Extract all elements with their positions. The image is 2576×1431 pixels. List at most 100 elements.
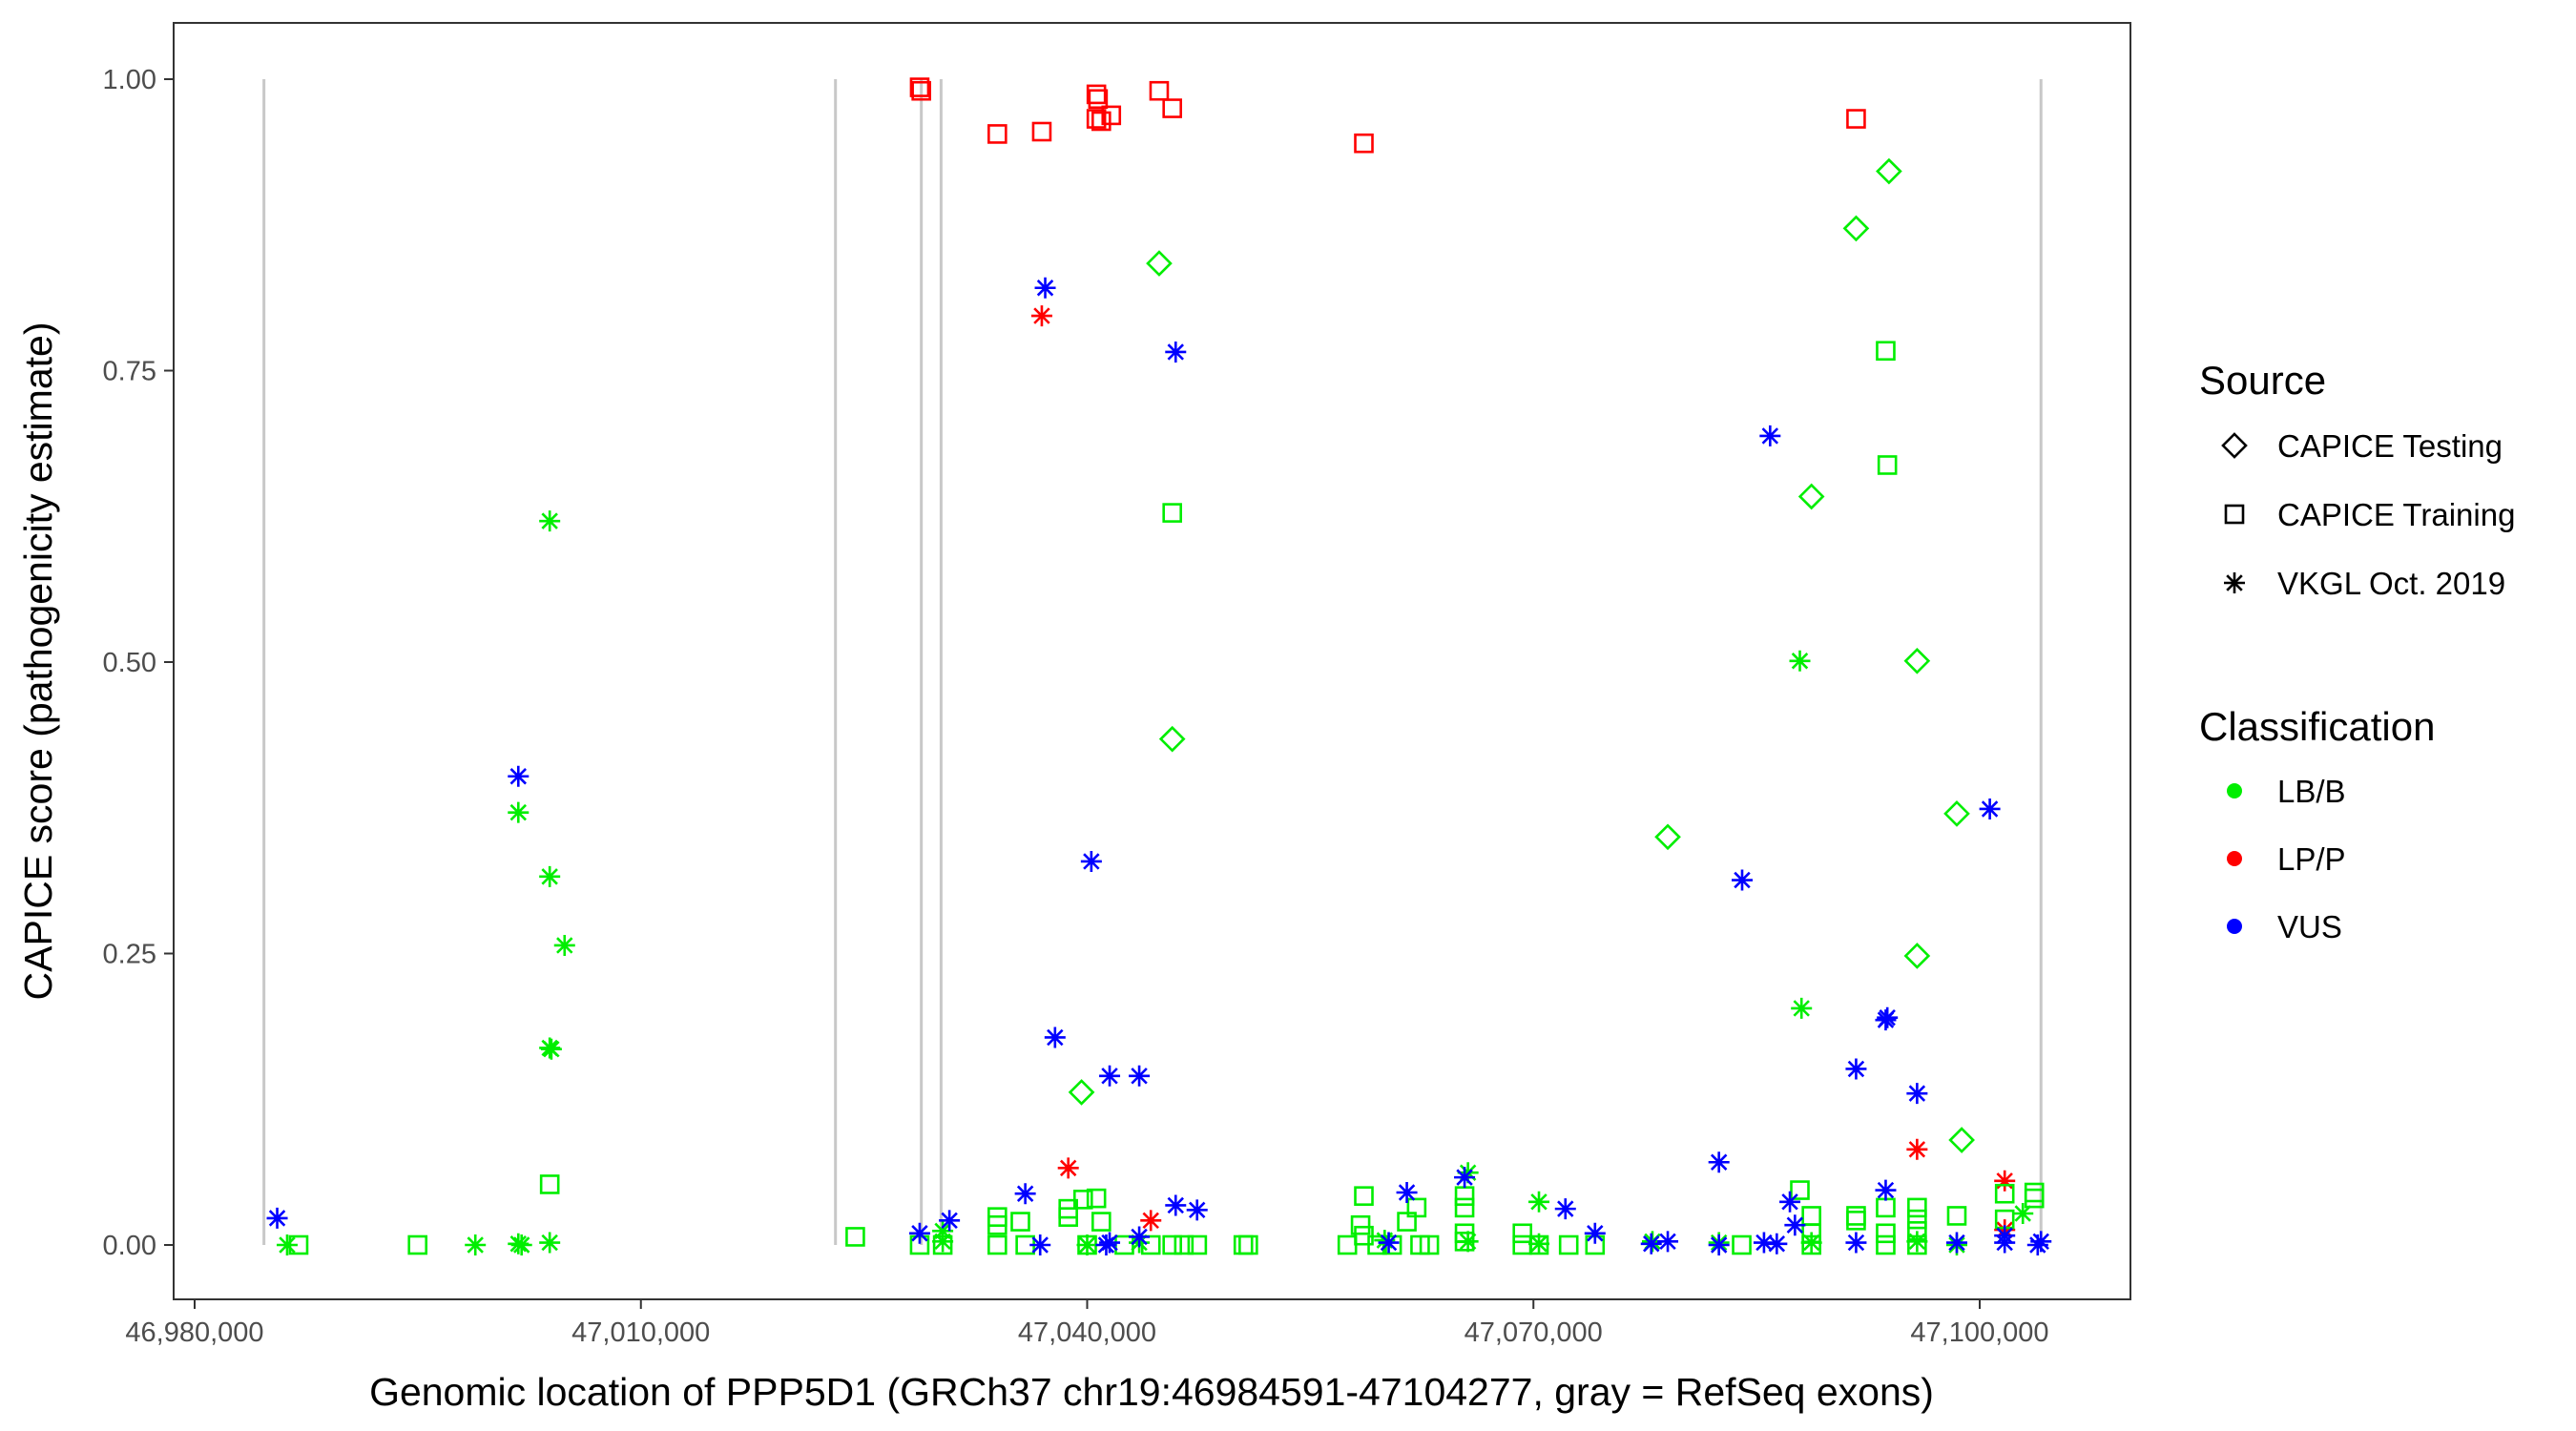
data-point	[1454, 1197, 1475, 1218]
legend-dot-icon	[2227, 851, 2242, 866]
data-point	[553, 934, 575, 956]
data-point	[1753, 1232, 1775, 1254]
data-point	[1186, 1199, 1208, 1221]
data-point	[508, 801, 530, 823]
x-tick-label: 47,100,000	[1910, 1317, 2048, 1348]
data-point	[1088, 89, 1109, 110]
y-axis: 0.00 0.25 0.50 0.75 1.00	[103, 65, 174, 1261]
legend-class-item: VUS	[2277, 909, 2342, 944]
data-point	[1654, 823, 1681, 851]
data-point	[1129, 1226, 1151, 1248]
data-point	[1014, 1183, 1036, 1205]
data-point	[1101, 105, 1122, 126]
data-point	[1876, 1234, 1896, 1255]
legend-dot-icon	[2227, 783, 2242, 798]
data-point	[1099, 1065, 1121, 1087]
data-point	[1072, 1190, 1093, 1210]
x-axis-title: Genomic location of PPP5D1 (GRCh37 chr19…	[369, 1370, 1934, 1414]
data-point	[1165, 341, 1187, 363]
data-point	[539, 865, 561, 887]
data-point	[2024, 1188, 2045, 1209]
data-point	[1554, 1198, 1576, 1220]
x-tick-label: 47,040,000	[1018, 1317, 1156, 1348]
data-point	[1845, 1058, 1867, 1080]
data-point	[1766, 1233, 1788, 1255]
data-point	[1068, 1079, 1095, 1106]
data-point	[1943, 800, 1970, 827]
x-tick-label: 46,980,000	[125, 1317, 263, 1348]
data-point	[1162, 98, 1182, 118]
data-point	[1657, 1231, 1679, 1253]
x-axis: 46,980,000 47,010,000 47,040,000 47,070,000…	[125, 1299, 2049, 1348]
data-point	[1791, 997, 1813, 1019]
data-point	[407, 1234, 428, 1255]
data-point	[1994, 1183, 2015, 1204]
data-point	[1845, 1232, 1867, 1254]
data-point	[845, 1227, 865, 1247]
data-point	[1350, 1214, 1371, 1235]
data-point	[1877, 455, 1898, 475]
data-point	[1994, 1170, 2016, 1192]
data-points	[266, 77, 2052, 1255]
data-point	[1091, 111, 1111, 132]
legend-source-item: VKGL Oct. 2019	[2277, 566, 2505, 601]
data-point	[1029, 1234, 1051, 1255]
data-point	[1558, 1234, 1579, 1255]
data-point	[932, 1231, 954, 1253]
data-point	[1946, 1206, 1967, 1226]
data-point	[1979, 798, 2001, 819]
data-point	[1238, 1234, 1258, 1255]
data-point	[987, 124, 1008, 144]
data-point	[1640, 1233, 1662, 1255]
data-point	[1907, 1209, 1927, 1230]
legend-class-item: LB/B	[2277, 774, 2346, 809]
data-point	[539, 1174, 560, 1194]
data-point	[1396, 1182, 1418, 1204]
data-point	[465, 1234, 487, 1255]
data-point	[1907, 1197, 1927, 1218]
data-point	[1378, 1232, 1400, 1254]
data-point	[1174, 1234, 1195, 1255]
data-point	[1903, 943, 1931, 969]
legend-square-icon	[2224, 504, 2245, 525]
legend-dot-icon	[2227, 919, 2242, 934]
data-point	[2026, 1234, 2048, 1255]
data-point	[1091, 1212, 1111, 1232]
data-point	[987, 1234, 1008, 1255]
data-point	[1454, 1167, 1476, 1189]
y-tick-label: 1.00	[103, 65, 156, 95]
data-point	[1790, 1180, 1810, 1200]
data-point	[1784, 1214, 1806, 1236]
legend-asterisk-icon	[2224, 572, 2245, 593]
data-point	[540, 1038, 562, 1060]
data-point	[1779, 1191, 1801, 1213]
data-point	[911, 80, 931, 101]
data-point	[1708, 1151, 1730, 1173]
data-point	[1030, 305, 1052, 327]
data-point	[1099, 1232, 1121, 1254]
data-point	[1732, 1234, 1752, 1255]
y-tick-label: 0.50	[103, 648, 156, 678]
legend-class-item: LP/P	[2277, 841, 2346, 877]
data-point	[1789, 650, 1811, 672]
data-point	[1057, 1157, 1079, 1179]
data-point	[1140, 1210, 1162, 1232]
data-point	[1842, 215, 1870, 242]
data-point	[1906, 1138, 1928, 1160]
data-point	[1031, 121, 1052, 142]
data-point	[1034, 277, 1056, 299]
data-point	[1086, 1188, 1107, 1209]
x-tick-label: 47,070,000	[1465, 1317, 1603, 1348]
data-point	[1406, 1197, 1427, 1218]
data-point	[1876, 341, 1896, 362]
legend-classification-title: Classification	[2199, 704, 2435, 749]
data-point	[1086, 109, 1107, 129]
y-tick-label: 0.00	[103, 1231, 156, 1261]
data-point	[1162, 1234, 1182, 1255]
data-point	[1906, 1231, 1928, 1253]
data-point	[1187, 1234, 1208, 1255]
data-point	[1948, 1127, 1975, 1153]
x-tick-label: 47,010,000	[571, 1317, 710, 1348]
